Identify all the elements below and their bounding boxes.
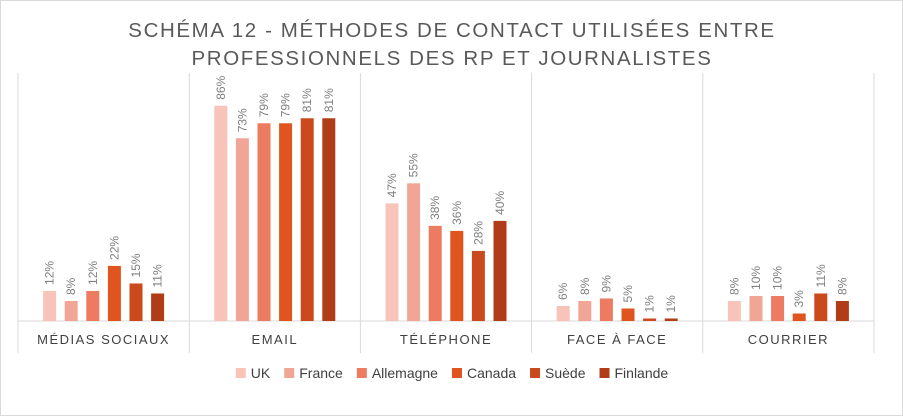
bar-uk-2 — [214, 105, 228, 321]
data-label-uk-3: 47% — [385, 173, 399, 197]
bar-uk-1 — [43, 290, 57, 321]
bar-canada-2 — [279, 123, 293, 321]
data-label-uk-4: 6% — [556, 282, 570, 300]
category-label: EMAIL — [252, 332, 299, 347]
bar-canada-5 — [792, 313, 806, 321]
bar-france-5 — [749, 295, 763, 321]
legend-swatch-france — [284, 368, 295, 378]
data-label-allemagne-2: 79% — [257, 93, 271, 117]
category-label: MÉDIAS SOCIAUX — [37, 332, 170, 347]
bar-finlande-2 — [322, 118, 336, 321]
bar-uk-5 — [727, 300, 741, 321]
legend-swatch-suède — [530, 368, 541, 378]
data-label-france-3: 55% — [407, 153, 421, 177]
legend-label-canada: Canada — [467, 365, 516, 381]
legend-label-uk: UK — [251, 365, 271, 381]
legend: UK France Allemagne Canada Suède Finlande — [235, 365, 669, 381]
chart-title-line-1: SCHÉMA 12 - MÉTHODES DE CONTACT UTILISÉE… — [128, 19, 775, 42]
bar-allemagne-1 — [86, 290, 100, 321]
category-label: FACE À FACE — [567, 332, 667, 347]
bar-france-3 — [407, 183, 421, 321]
bar-allemagne-2 — [257, 123, 271, 321]
bar-suède-1 — [129, 283, 143, 321]
data-label-canada-1: 22% — [107, 236, 121, 260]
data-label-canada-3: 36% — [450, 201, 464, 225]
bar-canada-3 — [450, 230, 464, 321]
bar-uk-3 — [385, 203, 399, 321]
data-label-finlande-3: 40% — [493, 191, 507, 215]
bar-finlande-4 — [664, 318, 678, 321]
data-label-allemagne-5: 10% — [771, 266, 785, 290]
data-label-finlande-5: 8% — [835, 277, 849, 295]
bar-canada-4 — [621, 308, 635, 321]
chart-title-line-2: PROFESSIONNELS DES RP ET JOURNALISTES — [192, 47, 713, 70]
bar-canada-1 — [107, 265, 121, 321]
legend-swatch-finlande — [599, 368, 610, 378]
bar-uk-4 — [556, 305, 570, 321]
bar-allemagne-3 — [428, 225, 442, 321]
data-label-finlande-2: 81% — [322, 88, 336, 112]
data-label-allemagne-1: 12% — [86, 261, 100, 285]
bar-finlande-3 — [493, 220, 507, 321]
plot-area: 12% 8% 12% 22% 15% 11% MÉDIAS SOCIAUX 86% 73% 79%… — [17, 73, 875, 353]
data-label-uk-5: 8% — [727, 277, 741, 295]
bar-suède-5 — [814, 293, 828, 321]
bar-suède-2 — [300, 118, 314, 321]
data-label-uk-1: 12% — [43, 261, 57, 285]
data-label-suède-1: 15% — [129, 253, 143, 277]
legend-label-finlande: Finlande — [615, 365, 669, 381]
legend-label-suède: Suède — [545, 365, 586, 381]
legend-label-france: France — [299, 365, 343, 381]
data-label-suède-5: 11% — [814, 264, 828, 287]
bar-france-1 — [64, 300, 78, 321]
data-label-finlande-4: 1% — [664, 295, 678, 313]
data-label-finlande-1: 11% — [151, 264, 165, 287]
data-label-france-4: 8% — [578, 277, 592, 295]
data-label-canada-2: 79% — [279, 93, 293, 117]
bar-allemagne-5 — [771, 295, 785, 321]
category-label: COURRIER — [748, 332, 829, 347]
data-label-canada-4: 5% — [621, 285, 635, 303]
data-label-canada-5: 3% — [792, 290, 806, 308]
category-label: TÉLÉPHONE — [400, 332, 492, 347]
data-label-allemagne-3: 38% — [428, 196, 442, 220]
data-label-allemagne-4: 9% — [599, 275, 613, 293]
legend-swatch-allemagne — [356, 368, 367, 378]
data-label-france-1: 8% — [64, 277, 78, 295]
data-label-suède-4: 1% — [643, 295, 657, 313]
bar-france-4 — [578, 300, 592, 321]
data-label-france-5: 10% — [749, 266, 763, 290]
data-label-france-2: 73% — [235, 108, 249, 132]
data-label-suède-2: 81% — [300, 88, 314, 112]
bar-allemagne-4 — [599, 298, 613, 321]
legend-label-allemagne: Allemagne — [372, 365, 438, 381]
bar-suède-4 — [643, 318, 657, 321]
data-label-uk-2: 86% — [214, 75, 228, 99]
legend-swatch-canada — [451, 368, 462, 378]
data-label-suède-3: 28% — [471, 221, 485, 245]
bar-france-2 — [235, 138, 249, 321]
bar-suède-3 — [471, 250, 485, 321]
legend-swatch-uk — [235, 368, 246, 378]
bar-finlande-5 — [835, 300, 849, 321]
bar-finlande-1 — [151, 293, 165, 321]
